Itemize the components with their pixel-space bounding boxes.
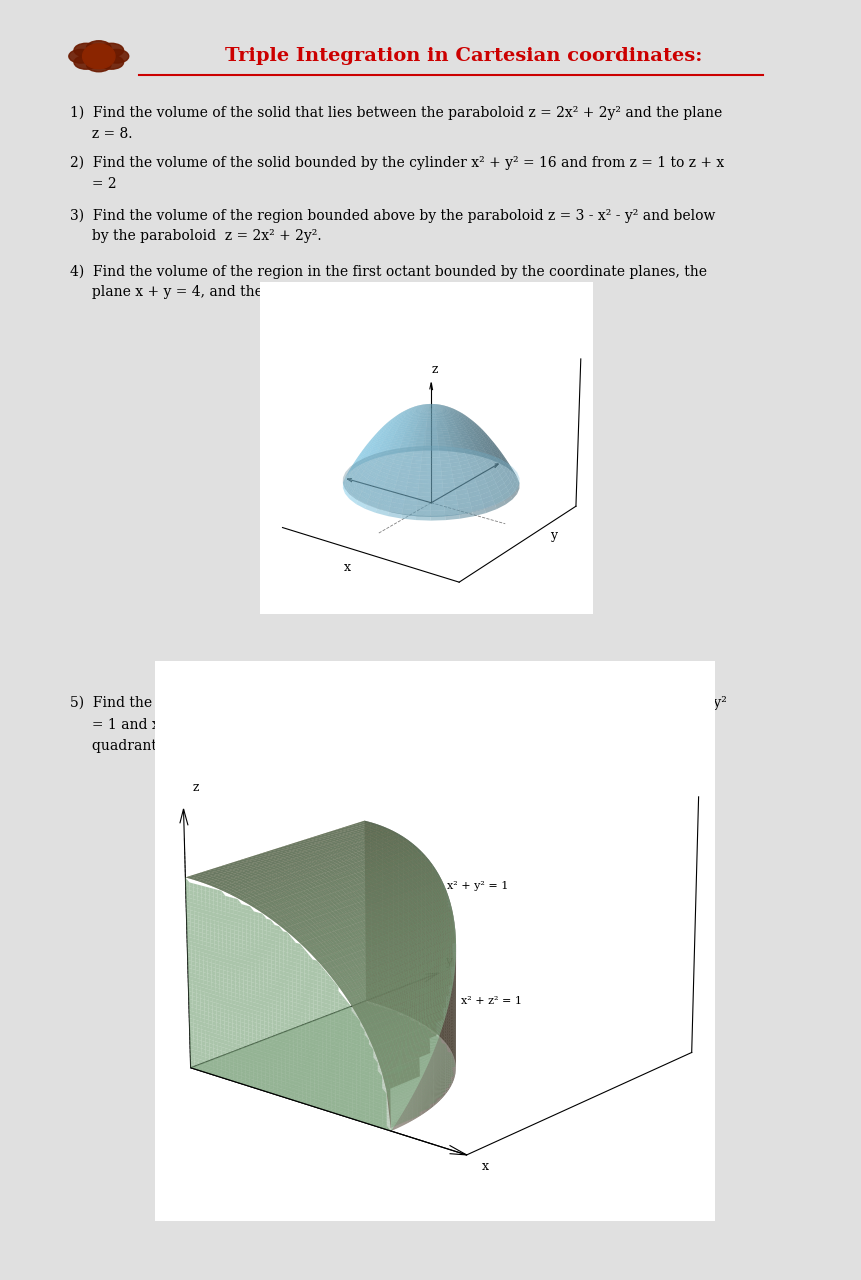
- Ellipse shape: [86, 58, 111, 72]
- Ellipse shape: [99, 44, 123, 56]
- Ellipse shape: [99, 55, 123, 69]
- Text: 1)  Find the volume of the solid that lies between the paraboloid z = 2x² + 2y² : 1) Find the volume of the solid that lie…: [71, 106, 722, 141]
- Text: 5)  Find the volume of the solid of the region common to the interiors of the cy: 5) Find the volume of the solid of the r…: [71, 696, 727, 753]
- Ellipse shape: [69, 50, 93, 63]
- Text: 4)  Find the volume of the region in the first octant bounded by the coordinate : 4) Find the volume of the region in the …: [71, 264, 707, 300]
- Circle shape: [83, 44, 115, 69]
- Ellipse shape: [74, 55, 98, 69]
- Text: 3)  Find the volume of the region bounded above by the paraboloid z = 3 - x² - y: 3) Find the volume of the region bounded…: [71, 209, 715, 243]
- Ellipse shape: [104, 50, 128, 63]
- Text: 2)  Find the volume of the solid bounded by the cylinder x² + y² = 16 and from z: 2) Find the volume of the solid bounded …: [71, 156, 724, 191]
- Ellipse shape: [74, 44, 98, 56]
- Text: Triple Integration in Cartesian coordinates:: Triple Integration in Cartesian coordina…: [225, 47, 701, 65]
- Ellipse shape: [86, 41, 111, 54]
